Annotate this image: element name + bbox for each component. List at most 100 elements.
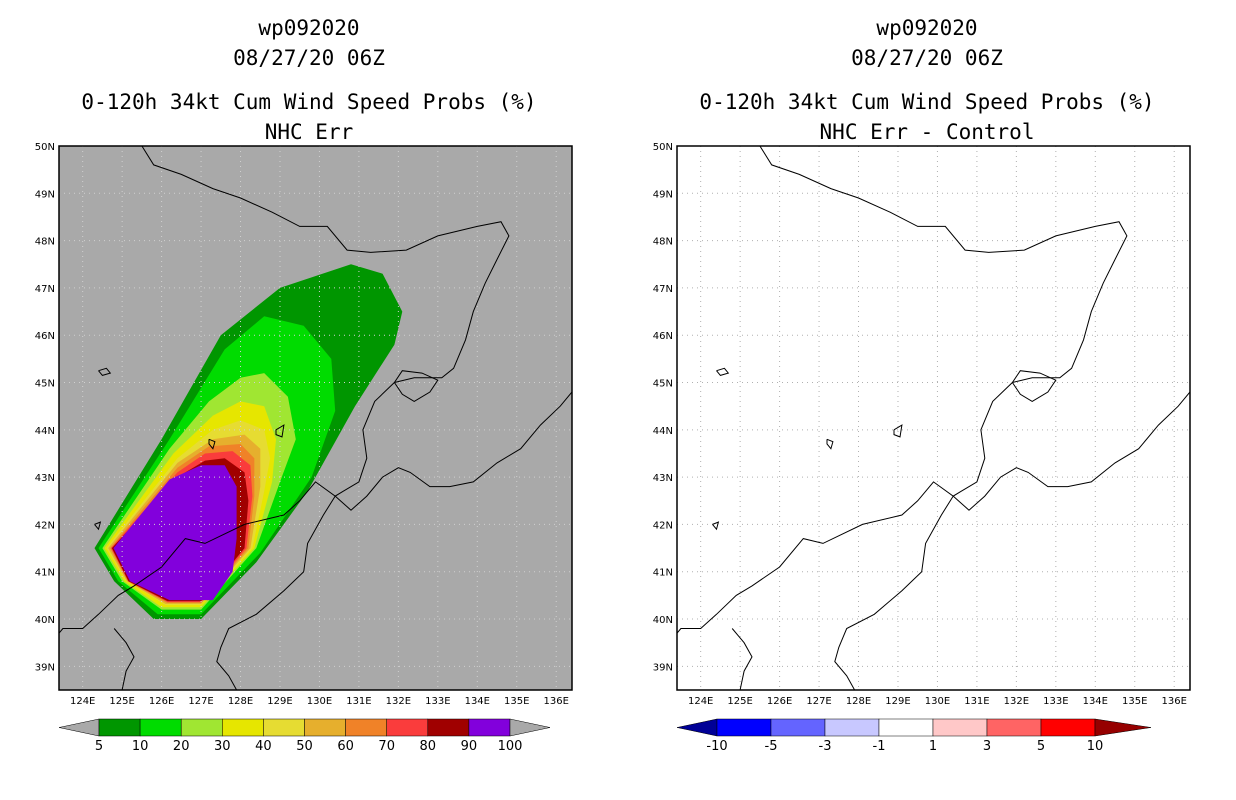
left-lon-label-125E: 125E <box>109 696 134 707</box>
right-island-0 <box>716 367 730 376</box>
left-colorbar-box-0 <box>98 718 141 737</box>
right-lat-label-49N: 49N <box>653 189 673 200</box>
left-island-1 <box>208 438 216 450</box>
right-border-2 <box>834 495 954 690</box>
left-colorbar-box-3 <box>222 718 264 737</box>
right-lat-label-43N: 43N <box>653 473 673 484</box>
left-colorbar-high-arrow <box>509 718 551 737</box>
right-lat-label-45N: 45N <box>653 379 673 390</box>
left-colorbar-box-4 <box>263 718 305 737</box>
right-colorbar-box-0 <box>716 718 772 737</box>
left-map-frame <box>58 145 573 691</box>
right-colorbar-label-10: 10 <box>1087 739 1104 754</box>
left-lat-label-47N: 47N <box>35 284 55 295</box>
left-colorbar-low-arrow <box>58 718 100 737</box>
left-island-2 <box>275 424 285 438</box>
right-colorbar-box-5 <box>986 718 1042 737</box>
right-colorbar-box-1 <box>770 718 826 737</box>
left-lat-label-46N: 46N <box>35 331 55 342</box>
left-title-datetime: 08/27/20 06Z <box>233 46 385 70</box>
right-colorbar-label--10: -10 <box>706 739 727 754</box>
left-colorbar-label-60: 60 <box>337 739 354 754</box>
right-border-0 <box>677 146 1128 634</box>
left-border-4 <box>393 370 439 402</box>
right-lon-label-133E: 133E <box>1043 696 1068 707</box>
left-colorbar-box-5 <box>304 718 346 737</box>
right-title-datetime: 08/27/20 06Z <box>851 46 1003 70</box>
left-colorbar-label-30: 30 <box>214 739 231 754</box>
left-lon-label-133E: 133E <box>425 696 450 707</box>
right-lat-label-50N: 50N <box>653 142 673 153</box>
right-title-product: 0-120h 34kt Cum Wind Speed Probs (%) <box>699 90 1155 114</box>
left-lat-label-49N: 49N <box>35 189 55 200</box>
right-island-2 <box>893 424 903 438</box>
right-colorbar-box-3 <box>878 718 934 737</box>
left-border-1 <box>334 391 572 511</box>
left-colorbar-label-80: 80 <box>420 739 437 754</box>
left-colorbar-box-2 <box>180 718 223 737</box>
left-lat-label-45N: 45N <box>35 379 55 390</box>
left-island-3 <box>94 521 102 531</box>
right-island-3 <box>712 521 720 531</box>
right-title-storm-id: wp092020 <box>876 16 978 40</box>
left-lon-label-130E: 130E <box>307 696 332 707</box>
left-colorbar-label-50: 50 <box>296 739 313 754</box>
prob-contour-90pct <box>113 465 237 601</box>
left-colorbar-box-8 <box>427 718 470 737</box>
left-lat-label-42N: 42N <box>35 520 55 531</box>
right-lon-label-130E: 130E <box>925 696 950 707</box>
right-lat-label-40N: 40N <box>653 615 673 626</box>
left-title-storm-id: wp092020 <box>258 16 360 40</box>
right-lon-label-131E: 131E <box>964 696 989 707</box>
right-colorbar-label-1: 1 <box>929 739 937 754</box>
right-map-frame <box>676 145 1191 691</box>
right-lon-label-127E: 127E <box>806 696 831 707</box>
left-panel: wp092020 08/27/20 06Z 0-120h 34kt Cum Wi… <box>35 16 573 754</box>
left-colorbar-box-7 <box>386 718 429 737</box>
right-lon-label-134E: 134E <box>1083 696 1108 707</box>
right-lat-label-39N: 39N <box>653 662 673 673</box>
left-lat-label-41N: 41N <box>35 568 55 579</box>
right-colorbar-label-3: 3 <box>983 739 991 754</box>
left-lat-label-50N: 50N <box>35 142 55 153</box>
left-border-2 <box>216 495 336 690</box>
right-colorbar: -10 -5 -3 -1 1 3 5 10 <box>676 718 1152 754</box>
right-lon-label-124E: 124E <box>688 696 713 707</box>
left-colorbar-label-5: 5 <box>95 739 103 754</box>
left-border-3 <box>113 628 135 690</box>
right-colorbar-box-6 <box>1040 718 1096 737</box>
left-lon-label-128E: 128E <box>228 696 253 707</box>
right-difference-map: 124E 125E 126E 127E 128E 129E 130E 131E 132E 133E… <box>653 142 1191 707</box>
right-lat-label-41N: 41N <box>653 568 673 579</box>
left-lon-label-129E: 129E <box>267 696 292 707</box>
left-lat-label-39N: 39N <box>35 662 55 673</box>
right-panel: wp092020 08/27/20 06Z 0-120h 34kt Cum Wi… <box>618 0 1236 800</box>
left-lon-label-136E: 136E <box>544 696 569 707</box>
right-lat-label-44N: 44N <box>653 426 673 437</box>
left-colorbar-label-70: 70 <box>378 739 395 754</box>
left-colorbar-box-6 <box>345 718 387 737</box>
right-lat-label-46N: 46N <box>653 331 673 342</box>
left-lon-label-132E: 132E <box>386 696 411 707</box>
right-lon-label-136E: 136E <box>1162 696 1187 707</box>
left-lat-label-40N: 40N <box>35 615 55 626</box>
right-island-1 <box>826 438 834 450</box>
right-colorbar-label--3: -3 <box>819 739 832 754</box>
left-border-0 <box>59 146 510 634</box>
right-colorbar-label--5: -5 <box>765 739 778 754</box>
right-lon-label-132E: 132E <box>1004 696 1029 707</box>
right-lat-label-42N: 42N <box>653 520 673 531</box>
left-colorbar-label-100: 100 <box>498 739 523 754</box>
right-title-subtitle: NHC Err - Control <box>819 120 1035 144</box>
right-border-4 <box>1011 370 1057 402</box>
left-colorbar-label-10: 10 <box>132 739 149 754</box>
left-lon-label-135E: 135E <box>504 696 529 707</box>
left-lon-label-126E: 126E <box>149 696 174 707</box>
right-lon-label-126E: 126E <box>767 696 792 707</box>
right-colorbar-label-5: 5 <box>1037 739 1045 754</box>
right-lat-label-47N: 47N <box>653 284 673 295</box>
left-island-0 <box>98 367 112 376</box>
left-lat-label-48N: 48N <box>35 237 55 248</box>
right-colorbar-label--1: -1 <box>873 739 886 754</box>
right-border-3 <box>731 628 753 690</box>
